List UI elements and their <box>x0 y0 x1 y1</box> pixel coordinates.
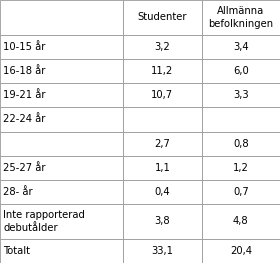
Text: 3,3: 3,3 <box>233 90 249 100</box>
Bar <box>202 156 280 180</box>
Bar <box>202 239 280 263</box>
Text: 0,7: 0,7 <box>233 187 249 197</box>
Text: 6,0: 6,0 <box>233 66 249 76</box>
Bar <box>0 107 123 132</box>
Bar <box>202 83 280 107</box>
Text: 28- år: 28- år <box>3 187 33 197</box>
Bar <box>0 204 123 239</box>
Bar <box>0 83 123 107</box>
Bar <box>202 204 280 239</box>
Bar <box>123 180 202 204</box>
Bar <box>123 156 202 180</box>
Text: 22-24 år: 22-24 år <box>3 114 46 124</box>
Bar <box>202 180 280 204</box>
Text: 25-27 år: 25-27 år <box>3 163 46 173</box>
Text: 11,2: 11,2 <box>151 66 174 76</box>
Text: Studenter: Studenter <box>138 12 187 22</box>
Bar <box>123 59 202 83</box>
Text: 1,1: 1,1 <box>155 163 170 173</box>
Bar <box>0 180 123 204</box>
Text: 1,2: 1,2 <box>233 163 249 173</box>
Bar <box>123 239 202 263</box>
Text: 16-18 år: 16-18 år <box>3 66 46 76</box>
Text: 20,4: 20,4 <box>230 246 252 256</box>
Text: 19-21 år: 19-21 år <box>3 90 46 100</box>
Bar <box>123 107 202 132</box>
Text: Inte rapporterad
debutålder: Inte rapporterad debutålder <box>3 210 85 233</box>
Bar <box>202 107 280 132</box>
Bar <box>202 132 280 156</box>
Bar <box>0 239 123 263</box>
Bar <box>202 59 280 83</box>
Text: 0,4: 0,4 <box>155 187 170 197</box>
Bar <box>123 83 202 107</box>
Text: 3,8: 3,8 <box>155 216 170 226</box>
Text: Totalt: Totalt <box>3 246 30 256</box>
Bar <box>123 204 202 239</box>
Bar <box>123 132 202 156</box>
Bar <box>0 132 123 156</box>
Bar <box>0 0 123 35</box>
Text: 2,7: 2,7 <box>155 139 170 149</box>
Text: 4,8: 4,8 <box>233 216 249 226</box>
Bar <box>0 35 123 59</box>
Text: 33,1: 33,1 <box>151 246 173 256</box>
Bar <box>202 35 280 59</box>
Bar <box>123 0 202 35</box>
Bar <box>0 156 123 180</box>
Text: 10,7: 10,7 <box>151 90 174 100</box>
Bar <box>123 35 202 59</box>
Text: 0,8: 0,8 <box>233 139 249 149</box>
Bar <box>0 59 123 83</box>
Text: 3,4: 3,4 <box>233 42 249 52</box>
Text: 10-15 år: 10-15 år <box>3 42 46 52</box>
Text: 3,2: 3,2 <box>155 42 170 52</box>
Text: Allmänna
befolkningen: Allmänna befolkningen <box>208 6 273 29</box>
Bar <box>202 0 280 35</box>
